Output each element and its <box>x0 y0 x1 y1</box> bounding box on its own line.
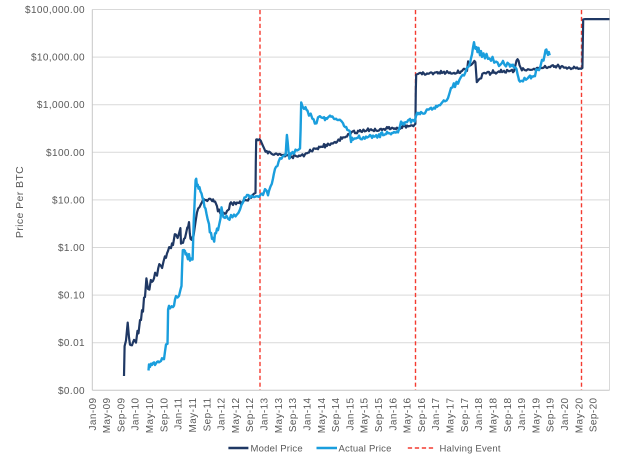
svg-text:$10,000.00: $10,000.00 <box>31 53 85 64</box>
svg-text:May-18: May-18 <box>489 397 500 433</box>
svg-text:$0.10: $0.10 <box>58 291 85 302</box>
svg-text:Jan-11: Jan-11 <box>174 397 185 429</box>
svg-text:May-20: May-20 <box>574 397 585 433</box>
svg-text:Sep-11: Sep-11 <box>202 397 213 431</box>
svg-text:$100,000.00: $100,000.00 <box>25 5 85 16</box>
svg-text:Actual Price: Actual Price <box>339 444 392 455</box>
svg-text:May-09: May-09 <box>102 397 113 433</box>
svg-text:Jan-14: Jan-14 <box>302 397 313 430</box>
svg-text:Sep-14: Sep-14 <box>331 397 342 432</box>
svg-text:May-11: May-11 <box>188 397 199 432</box>
svg-text:May-17: May-17 <box>446 397 457 433</box>
svg-text:Sep-16: Sep-16 <box>417 397 428 432</box>
svg-text:May-16: May-16 <box>403 397 414 433</box>
svg-text:Jan-20: Jan-20 <box>560 397 571 430</box>
svg-text:Jan-15: Jan-15 <box>345 397 356 430</box>
svg-text:Jan-18: Jan-18 <box>474 397 485 430</box>
svg-text:May-13: May-13 <box>274 397 285 433</box>
svg-text:Sep-13: Sep-13 <box>288 397 299 432</box>
svg-text:$1.00: $1.00 <box>58 243 85 254</box>
svg-text:Sep-12: Sep-12 <box>245 397 256 432</box>
svg-text:Jan-17: Jan-17 <box>431 397 442 430</box>
svg-text:Price Per BTC: Price Per BTC <box>14 166 26 238</box>
svg-text:May-15: May-15 <box>360 397 371 433</box>
svg-text:May-14: May-14 <box>317 397 328 433</box>
svg-text:$100.00: $100.00 <box>46 148 85 159</box>
svg-text:Jan-09: Jan-09 <box>88 397 99 430</box>
svg-text:$1,000.00: $1,000.00 <box>37 100 85 111</box>
svg-text:$0.00: $0.00 <box>58 386 85 397</box>
svg-text:Sep-18: Sep-18 <box>503 397 514 432</box>
svg-text:Jan-16: Jan-16 <box>388 397 399 430</box>
svg-text:Halving Event: Halving Event <box>440 444 501 455</box>
svg-text:Sep-19: Sep-19 <box>546 397 557 432</box>
svg-text:May-12: May-12 <box>231 397 242 433</box>
svg-text:Sep-10: Sep-10 <box>159 397 170 432</box>
svg-text:$10.00: $10.00 <box>52 195 85 206</box>
svg-text:May-19: May-19 <box>531 397 542 433</box>
svg-text:Sep-09: Sep-09 <box>116 397 127 432</box>
svg-text:Model Price: Model Price <box>251 444 303 455</box>
svg-text:Sep-20: Sep-20 <box>589 397 600 432</box>
svg-text:Sep-15: Sep-15 <box>374 397 385 432</box>
svg-text:May-10: May-10 <box>145 397 156 433</box>
svg-text:$0.01: $0.01 <box>58 338 85 349</box>
svg-text:Jan-13: Jan-13 <box>260 397 271 430</box>
svg-text:Jan-10: Jan-10 <box>131 397 142 430</box>
svg-text:Jan-19: Jan-19 <box>517 397 528 430</box>
svg-text:Sep-17: Sep-17 <box>460 397 471 432</box>
svg-text:Jan-12: Jan-12 <box>217 397 228 430</box>
